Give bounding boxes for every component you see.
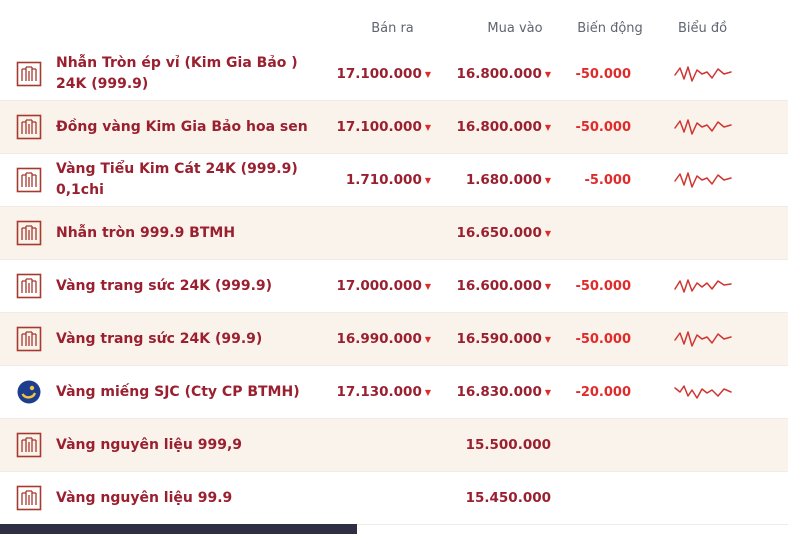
- product-name: Vàng nguyên liệu 999,9: [56, 436, 243, 453]
- change-value: -20.000: [575, 384, 631, 400]
- table-row: Đồng vàng Kim Gia Bảo hoa sen 17.100.000…: [0, 101, 788, 154]
- footer-bar: [0, 524, 357, 534]
- down-arrow-icon: ▼: [424, 123, 431, 132]
- sell-price: 17.100.000 ▼: [330, 119, 455, 135]
- table-row: Nhẫn tròn 999.9 BTMH 16.650.000 ▼: [0, 207, 788, 260]
- sjc-logo-icon: [17, 380, 41, 404]
- sell-price-value: 1.710.000: [345, 172, 422, 188]
- change-value: -50.000: [575, 278, 631, 294]
- row-logo-cell: [16, 379, 56, 405]
- header-chart: Biểu đồ: [677, 20, 728, 36]
- sell-price: [330, 225, 455, 241]
- table-row: Vàng nguyên liệu 999,9 15.500.000: [0, 419, 788, 472]
- table-row: Nhẫn Tròn ép vỉ (Kim Gia Bảo ) 24K (999.…: [0, 48, 788, 101]
- sell-price-value: 17.130.000: [336, 384, 422, 400]
- sell-price: 1.710.000 ▼: [330, 172, 455, 188]
- buy-price: 1.680.000 ▼: [455, 172, 575, 188]
- btmh-logo-icon: [16, 485, 42, 511]
- header-sell: Bán ra: [371, 20, 414, 36]
- change-value: -50.000: [575, 119, 631, 135]
- product-name: Đồng vàng Kim Gia Bảo hoa sen: [56, 118, 308, 135]
- row-logo-cell: [16, 273, 56, 299]
- product-name: Vàng miếng SJC (Cty CP BTMH): [56, 383, 300, 400]
- row-logo-cell: [16, 326, 56, 352]
- change-value: -50.000: [575, 66, 631, 82]
- sell-price-value: 16.990.000: [336, 331, 422, 347]
- down-arrow-icon: ▼: [544, 282, 551, 291]
- sparkline-chart-icon: [645, 378, 760, 406]
- btmh-logo-icon: [16, 114, 42, 140]
- buy-price-value: 16.590.000: [456, 331, 542, 347]
- buy-price: 16.590.000 ▼: [455, 331, 575, 347]
- product-name: Nhẫn Tròn ép vỉ (Kim Gia Bảo ) 24K (999.…: [56, 55, 298, 92]
- sell-price: 17.130.000 ▼: [330, 384, 455, 400]
- product-name: Vàng Tiểu Kim Cát 24K (999.9) 0,1chi: [56, 161, 298, 198]
- buy-price: 15.500.000: [455, 437, 575, 453]
- sell-price-value: 17.100.000: [336, 66, 422, 82]
- table-row: Vàng nguyên liệu 99.9 15.450.000: [0, 472, 788, 525]
- buy-price-value: 16.800.000: [456, 66, 542, 82]
- buy-price-value: 1.680.000: [465, 172, 542, 188]
- sparkline-chart-icon: [645, 325, 760, 353]
- btmh-logo-icon: [16, 326, 42, 352]
- table-header-row: Bán ra Mua vào Biến động Biểu đồ: [0, 8, 788, 48]
- down-arrow-icon: ▼: [544, 123, 551, 132]
- sell-price: 17.100.000 ▼: [330, 66, 455, 82]
- table-row: Vàng trang sức 24K (99.9) 16.990.000 ▼ 16…: [0, 313, 788, 366]
- buy-price: 16.800.000 ▼: [455, 119, 575, 135]
- buy-price-value: 15.500.000: [465, 437, 551, 453]
- sell-price: 16.990.000 ▼: [330, 331, 455, 347]
- buy-price: 16.650.000 ▼: [455, 225, 575, 241]
- down-arrow-icon: ▼: [544, 229, 551, 238]
- down-arrow-icon: ▼: [544, 176, 551, 185]
- buy-price-value: 16.830.000: [456, 384, 542, 400]
- header-change: Biến động: [577, 20, 643, 36]
- sell-price-value: 17.000.000: [336, 278, 422, 294]
- sparkline-chart-icon: [645, 113, 760, 141]
- product-name: Vàng nguyên liệu 99.9: [56, 489, 233, 506]
- table-row: Vàng miếng SJC (Cty CP BTMH) 17.130.000 ▼…: [0, 366, 788, 419]
- btmh-logo-icon: [16, 61, 42, 87]
- btmh-logo-icon: [16, 167, 42, 193]
- buy-price: 16.830.000 ▼: [455, 384, 575, 400]
- sell-price: 17.000.000 ▼: [330, 278, 455, 294]
- change-value: -50.000: [575, 331, 631, 347]
- row-logo-cell: [16, 432, 56, 458]
- row-logo-cell: [16, 167, 56, 193]
- product-name: Vàng trang sức 24K (99.9): [56, 330, 263, 347]
- row-logo-cell: [16, 220, 56, 246]
- sparkline-chart-icon: [645, 166, 760, 194]
- product-name: Nhẫn tròn 999.9 BTMH: [56, 224, 236, 241]
- sell-price-value: 17.100.000: [336, 119, 422, 135]
- buy-price: 16.600.000 ▼: [455, 278, 575, 294]
- table-row: Vàng Tiểu Kim Cát 24K (999.9) 0,1chi 1.7…: [0, 154, 788, 207]
- buy-price-value: 15.450.000: [465, 490, 551, 506]
- btmh-logo-icon: [16, 220, 42, 246]
- header-buy: Mua vào: [487, 20, 543, 36]
- btmh-logo-icon: [16, 432, 42, 458]
- row-logo-cell: [16, 61, 56, 87]
- row-logo-cell: [16, 114, 56, 140]
- down-arrow-icon: ▼: [544, 70, 551, 79]
- down-arrow-icon: ▼: [424, 176, 431, 185]
- table-row: Vàng trang sức 24K (999.9) 17.000.000 ▼ 1…: [0, 260, 788, 313]
- btmh-logo-icon: [16, 273, 42, 299]
- buy-price: 16.800.000 ▼: [455, 66, 575, 82]
- down-arrow-icon: ▼: [424, 388, 431, 397]
- sparkline-chart-icon: [645, 272, 760, 300]
- down-arrow-icon: ▼: [424, 70, 431, 79]
- buy-price-value: 16.800.000: [456, 119, 542, 135]
- down-arrow-icon: ▼: [544, 335, 551, 344]
- down-arrow-icon: ▼: [544, 388, 551, 397]
- down-arrow-icon: ▼: [424, 282, 431, 291]
- buy-price-value: 16.600.000: [456, 278, 542, 294]
- product-name: Vàng trang sức 24K (999.9): [56, 277, 273, 294]
- row-logo-cell: [16, 485, 56, 511]
- change-value: -5.000: [584, 172, 631, 188]
- buy-price: 15.450.000: [455, 490, 575, 506]
- sparkline-chart-icon: [645, 60, 760, 88]
- down-arrow-icon: ▼: [424, 335, 431, 344]
- buy-price-value: 16.650.000: [456, 225, 542, 241]
